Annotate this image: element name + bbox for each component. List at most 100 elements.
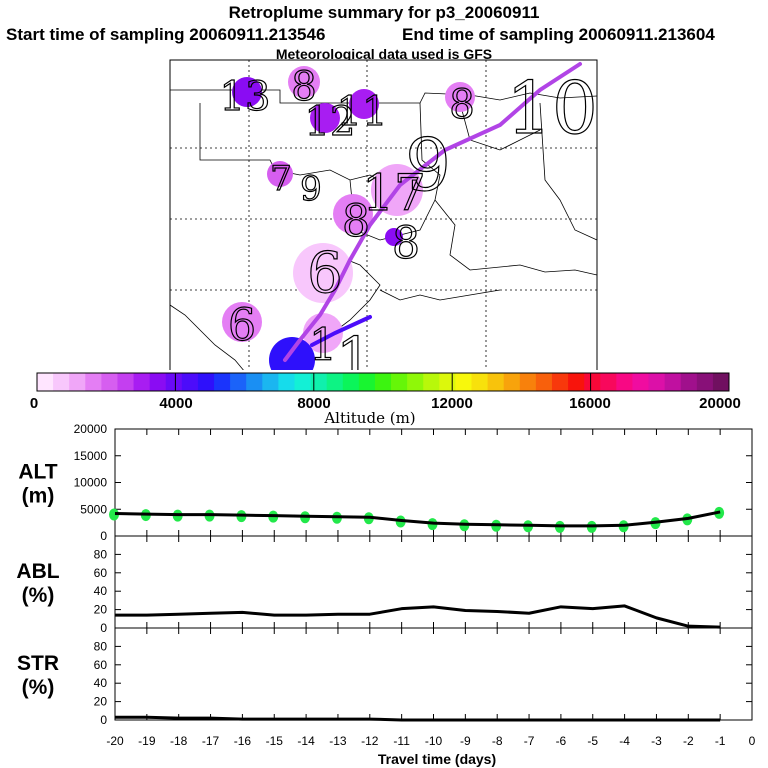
colorbar-tick-label: 0 — [30, 395, 38, 412]
plume-map: 13 8 12 11 8 10 7 9 17 9 8 8 6 6 1 1 — [169, 59, 598, 370]
plume-label: 8 — [392, 218, 420, 269]
alt-marker — [554, 520, 565, 533]
y-tick-label: 0 — [100, 529, 107, 543]
alt-marker — [714, 506, 725, 519]
colorbar-cell — [680, 373, 698, 391]
trajectory-line — [283, 62, 582, 362]
colorbar-cell — [101, 373, 118, 391]
colorbar-cell — [53, 373, 70, 391]
colorbar-frame — [36, 372, 730, 392]
alt-marker — [618, 520, 629, 533]
end-time-label: End time of sampling 20060911.213604 — [402, 25, 715, 44]
colorbar-cell — [584, 373, 601, 391]
x-tick-label: -2 — [683, 734, 694, 748]
plume-labels: 13 8 12 11 8 10 7 9 17 9 8 8 6 6 1 1 — [219, 63, 598, 370]
x-tick-label: -10 — [425, 734, 443, 748]
colorbar-cell — [664, 373, 682, 391]
colorbar-cell — [439, 373, 456, 391]
alt-marker — [427, 518, 438, 531]
colorbar-tick-label: 8000 — [297, 395, 330, 412]
plume-label: 11 — [337, 89, 388, 135]
x-tick-label: -17 — [202, 734, 220, 748]
panel-str: 0 20 40 60 80 STR(%) — [17, 627, 753, 727]
plume-label: 1 — [309, 320, 337, 370]
colorbar-cell — [423, 373, 440, 391]
y-tick-label: 20 — [94, 603, 108, 617]
x-tick-label: -1 — [715, 734, 726, 748]
met-data-label: Meteorological data used is GFS — [275, 46, 493, 62]
panel-frame — [114, 627, 753, 721]
colorbar-cell — [85, 373, 102, 391]
x-tick-label: -14 — [297, 734, 315, 748]
colorbar-cell — [616, 373, 633, 391]
plume-circle — [445, 82, 475, 112]
colorbar-cell — [712, 373, 730, 391]
colorbar-cell — [342, 373, 360, 391]
x-tick-label: -13 — [329, 734, 347, 748]
x-tick-label: -12 — [361, 734, 379, 748]
colorbar-cell — [487, 373, 505, 391]
colorbar-cell — [407, 373, 424, 391]
x-tick-label: -19 — [138, 734, 156, 748]
panel-abl: 0 20 40 60 80 ABL(%) — [16, 535, 753, 635]
x-tick-label: -16 — [234, 734, 252, 748]
x-tick-label: -4 — [619, 734, 630, 748]
colorbar-cell — [648, 373, 666, 391]
x-tick-label: -11 — [393, 734, 410, 748]
colorbar-tick-label: 16000 — [569, 395, 611, 412]
x-tick-label: -20 — [106, 734, 124, 748]
colorbar-cell — [278, 373, 295, 391]
colorbar-cells — [36, 373, 730, 391]
panel-frame — [114, 428, 753, 537]
plume-label: 10 — [506, 66, 598, 150]
y-tick-label: 60 — [94, 566, 108, 580]
colorbar-cell — [197, 373, 215, 391]
colorbar-cell — [471, 373, 489, 391]
colorbar-cell — [600, 373, 617, 391]
y-tick-label: 80 — [94, 547, 108, 561]
plume-trajectory — [283, 62, 582, 362]
plume-circle — [349, 89, 379, 119]
y-tick-label: 20 — [94, 695, 108, 709]
plume-label: 12 — [305, 99, 356, 145]
alt-marker — [586, 520, 597, 533]
x-tick-label: -5 — [587, 734, 598, 748]
y-tick-label: 40 — [94, 676, 108, 690]
series-line — [114, 510, 721, 528]
plume-label: 8 — [449, 82, 474, 128]
colorbar-cell — [503, 373, 521, 391]
alt-marker — [491, 519, 502, 532]
alt-marker — [682, 513, 693, 526]
colorbar-cell — [181, 373, 199, 391]
colorbar-cell — [117, 373, 135, 391]
plume-circle — [222, 302, 262, 342]
y-tick-label: 60 — [94, 658, 108, 672]
colorbar-cell — [230, 373, 247, 391]
x-tick-label: -3 — [651, 734, 662, 748]
series-line — [115, 715, 721, 722]
colorbar-tick-label: 20000 — [699, 395, 741, 412]
alt-marker — [395, 515, 406, 528]
panel-unit: (m) — [22, 485, 55, 508]
colorbar-cell — [551, 373, 569, 391]
colorbar-tick-label: 12000 — [431, 395, 473, 412]
alt-marker — [650, 517, 661, 530]
y-tick-label: 0 — [100, 621, 107, 635]
x-tick-label: -15 — [266, 734, 284, 748]
colorbar-cell — [69, 373, 86, 391]
plume-label: 13 — [220, 74, 271, 120]
plume-label: 9 — [300, 169, 322, 209]
colorbar-cell — [358, 373, 376, 391]
plume-label: 17 — [362, 164, 426, 222]
y-tick-label: 80 — [94, 639, 108, 653]
plume-label: 1 — [336, 325, 374, 370]
y-tick-label: 15000 — [74, 449, 108, 463]
colorbar-cell — [310, 373, 328, 391]
colorbar-cell — [326, 373, 344, 391]
alt-marker — [204, 509, 215, 522]
alt-marker — [109, 508, 119, 521]
plume-circle — [288, 66, 320, 98]
colorbar-cell — [391, 373, 408, 391]
x-tick-label: -9 — [460, 734, 471, 748]
